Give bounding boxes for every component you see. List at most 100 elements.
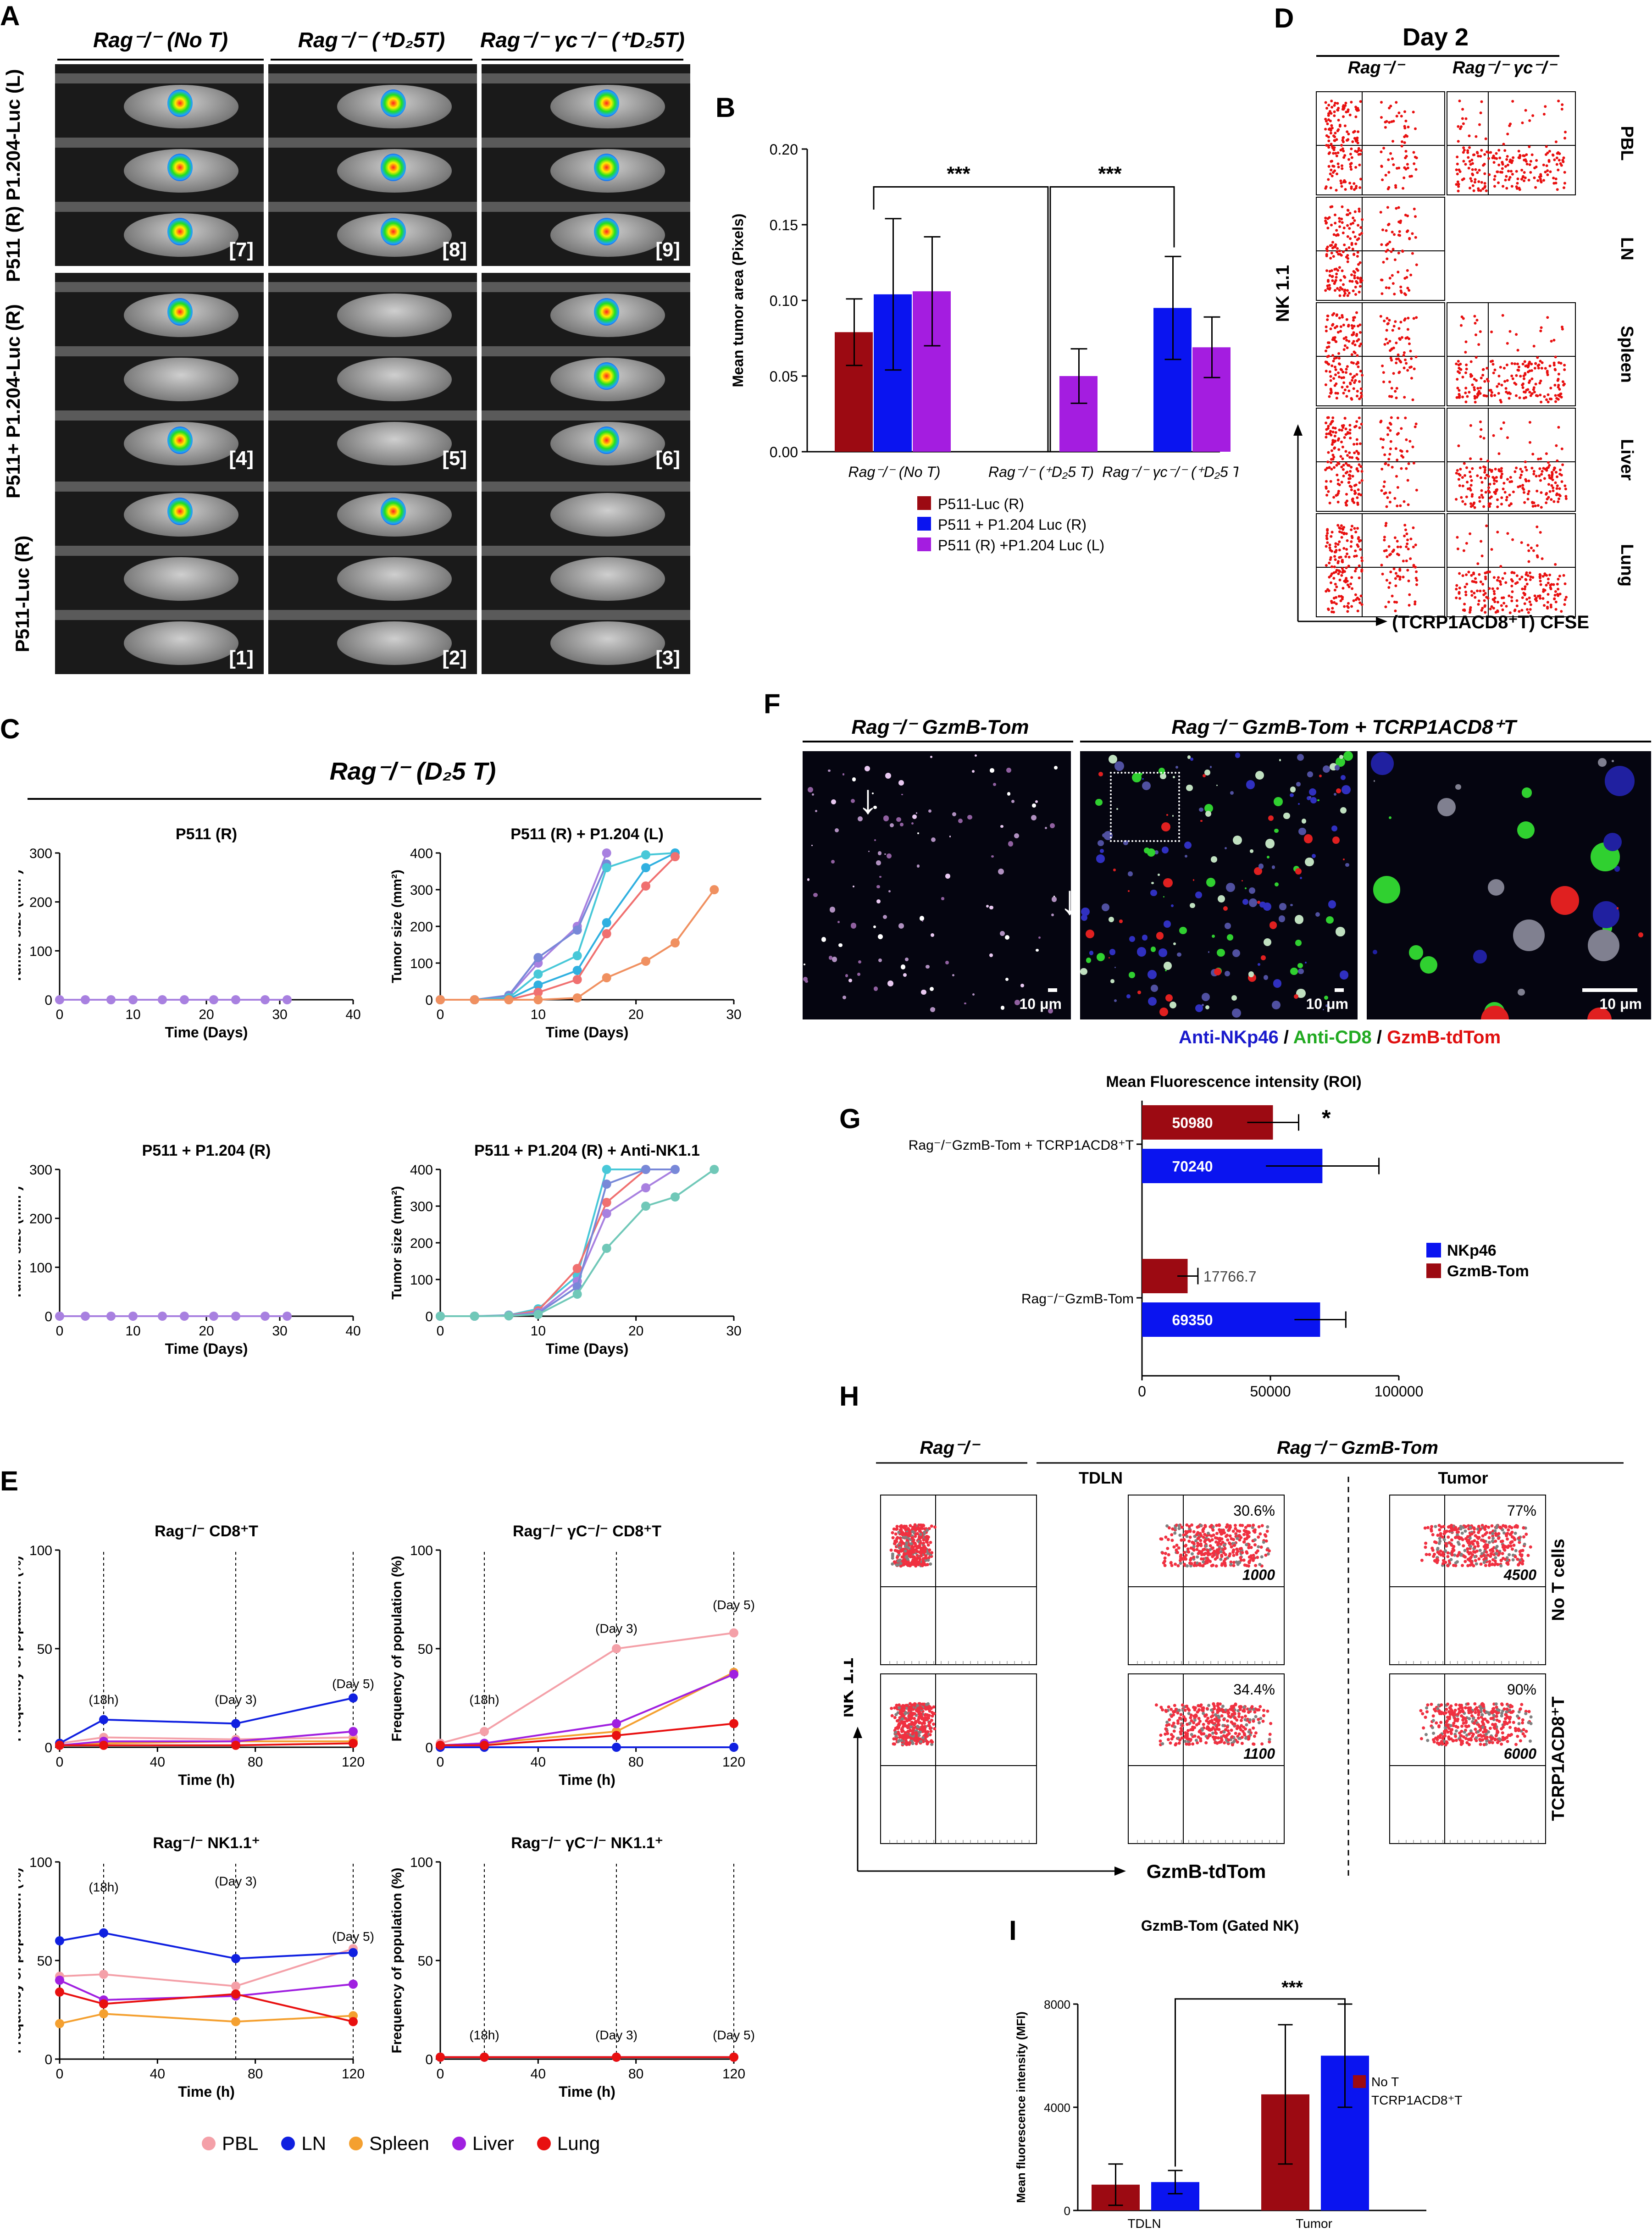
flow-dot — [1351, 342, 1354, 345]
flow-dot — [1495, 1549, 1499, 1553]
flow-dot — [1358, 426, 1361, 429]
data-point — [81, 1312, 90, 1321]
cell-signal — [1102, 833, 1107, 838]
data-point — [641, 1183, 650, 1192]
flow-dot — [1400, 427, 1403, 430]
cell-signal — [1255, 771, 1264, 780]
cell-signal — [1184, 842, 1192, 849]
flow-dot — [1327, 280, 1330, 283]
flow-dot — [1531, 114, 1535, 117]
flow-dot — [1340, 185, 1343, 188]
flow-dot — [1494, 1540, 1497, 1543]
flow-dot — [1466, 149, 1469, 152]
flow-dot — [1239, 1719, 1243, 1722]
flow-dot — [1266, 1552, 1270, 1556]
flow-dot — [1477, 155, 1480, 158]
flow-dot — [918, 1529, 922, 1533]
data-point — [572, 966, 582, 975]
flow-dot — [1347, 138, 1350, 141]
flow-dot — [1238, 1529, 1242, 1533]
cage-bar — [482, 410, 690, 421]
data-point — [128, 1312, 138, 1321]
flow-dot — [1474, 321, 1477, 325]
flow-dot — [1497, 1551, 1501, 1555]
flow-dot — [1478, 1549, 1482, 1552]
flow-dot — [920, 1717, 924, 1721]
data-point — [671, 938, 680, 947]
flow-dot — [1521, 1562, 1524, 1566]
flow-dot — [1441, 1551, 1445, 1555]
cell-signal — [1114, 967, 1116, 969]
data-point — [55, 1976, 64, 1985]
flow-dot — [1491, 1532, 1495, 1535]
flow-dot — [1214, 1540, 1218, 1544]
flow-dot — [1337, 253, 1340, 256]
flow-dot — [1336, 473, 1339, 476]
flow-dot — [910, 1739, 914, 1743]
flow-dot — [1483, 1526, 1486, 1529]
flow-dot — [1408, 337, 1411, 340]
flow-dot — [1357, 361, 1360, 365]
flow-dot — [1358, 442, 1362, 445]
flow-dot — [1483, 182, 1486, 185]
flow-dot — [1466, 151, 1469, 154]
flow-dot — [1331, 416, 1335, 419]
data-point — [180, 1312, 189, 1321]
flow-dot — [1563, 603, 1566, 606]
flow-dot — [1489, 151, 1492, 154]
value-label: 69350 — [1172, 1312, 1213, 1329]
flow-dot — [1508, 480, 1512, 483]
x-tick-label: 0 — [437, 1324, 444, 1339]
flow-dot — [1497, 576, 1500, 579]
chart-title: Rag⁻/⁻ NK1.1⁺ — [153, 1834, 260, 1852]
flow-dot — [1357, 536, 1360, 539]
flow-dot — [1554, 368, 1557, 371]
legend-swatch — [1426, 1243, 1441, 1257]
flow-dot — [1165, 1723, 1169, 1727]
flow-dot — [1470, 594, 1474, 597]
x-axis-label: Time (Days) — [546, 1340, 629, 1357]
y-axis-label: Frequency of population (%) — [389, 1868, 405, 2054]
flow-dot — [1486, 366, 1489, 370]
flow-dot — [1350, 528, 1353, 532]
data-point — [602, 1198, 611, 1207]
flow-dot — [1552, 489, 1555, 493]
flow-dot — [1338, 294, 1342, 297]
flow-dot — [1529, 160, 1532, 163]
cell-signal — [911, 822, 914, 825]
data-point — [710, 1165, 719, 1174]
flow-dot — [1544, 171, 1547, 174]
y-tick-label: 0 — [425, 993, 433, 1008]
flow-dot — [1337, 560, 1340, 563]
flow-dot — [1407, 548, 1410, 551]
cell-signal — [1244, 887, 1247, 890]
flow-dot — [1409, 349, 1412, 353]
flow-dot — [1549, 387, 1552, 390]
series-line — [59, 1740, 353, 1746]
flow-dot — [1472, 1550, 1475, 1553]
data-point — [283, 1312, 292, 1321]
flow-dot — [1344, 336, 1347, 339]
legend-marker — [281, 2137, 295, 2150]
flow-dot — [923, 1549, 927, 1553]
y-tick-label: 200 — [410, 919, 433, 935]
legend-nkp46: Anti-NKp46 — [1179, 1027, 1279, 1047]
flow-dot — [1393, 233, 1396, 236]
flow-dot — [1240, 1716, 1244, 1719]
y-tick-label: 200 — [410, 1236, 433, 1251]
flow-dot — [1499, 1526, 1502, 1529]
y-tick-label: 0 — [44, 1309, 52, 1324]
flow-dot — [1436, 1551, 1440, 1554]
value-label: 70240 — [1172, 1158, 1213, 1175]
flow-dot — [1403, 176, 1406, 179]
flow-dot — [1512, 490, 1515, 493]
flow-dot — [1218, 1539, 1222, 1543]
flow-dot — [1334, 366, 1336, 369]
luminescence-signal — [381, 218, 406, 245]
flow-dot — [922, 1538, 926, 1542]
flow-dot — [898, 1558, 902, 1562]
cell-signal — [1148, 997, 1157, 1006]
flow-dot — [909, 1532, 912, 1535]
data-point — [729, 1743, 738, 1752]
flow-dot — [1536, 595, 1540, 598]
